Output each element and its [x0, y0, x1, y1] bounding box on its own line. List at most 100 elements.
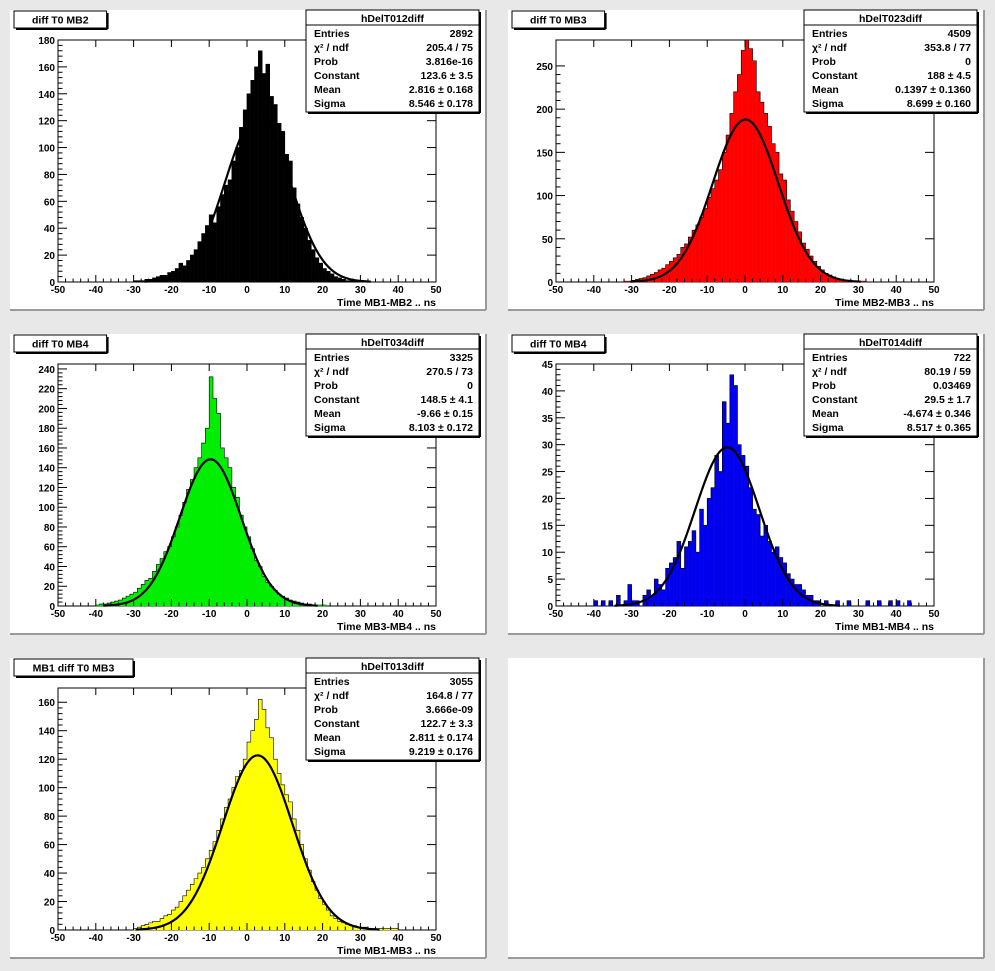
y-tick-label: 60 — [44, 841, 56, 852]
x-tick-label: 50 — [430, 609, 442, 620]
stats-value: 0 — [965, 56, 971, 68]
x-tick-label: 40 — [393, 285, 405, 296]
histogram-bin — [318, 898, 323, 931]
histogram-bin — [729, 113, 734, 283]
histogram-bin — [877, 600, 882, 607]
pad-title-text: diff T0 MB2 — [32, 15, 89, 27]
stats-box-frame — [803, 9, 978, 113]
stats-value: 123.6 ± 3.5 — [421, 70, 474, 82]
histogram-bin — [330, 273, 335, 283]
x-tick-label: -20 — [164, 285, 179, 296]
x-tick-label: -30 — [624, 609, 639, 620]
histogram-bin — [227, 179, 233, 283]
gaussian-fit-curve — [144, 114, 371, 283]
histogram-bin — [703, 208, 708, 283]
stats-value: -4.674 ± 0.346 — [903, 408, 971, 420]
stats-label: Prob — [314, 704, 338, 716]
histogram-bin — [744, 39, 749, 283]
x-tick-label: -10 — [202, 933, 217, 944]
histogram-bin — [744, 466, 749, 607]
histogram-bin — [748, 487, 753, 607]
x-tick-label: -10 — [202, 609, 217, 620]
histogram-outline — [623, 39, 866, 282]
histogram-bin — [888, 600, 893, 607]
y-tick-label: 5 — [547, 575, 553, 586]
y-tick-label: 140 — [38, 727, 55, 738]
histogram-bin — [661, 589, 666, 607]
stats-box-title: hDelT013diff — [361, 661, 425, 673]
stats-box: hDelT013diff Entries 3055 χ² / ndf 164.8 / 7… — [305, 657, 481, 762]
histogram-bin — [707, 197, 712, 283]
y-tick-label: 80 — [44, 523, 56, 534]
stats-value: 122.7 ± 3.3 — [421, 718, 474, 730]
x-axis-label: Time MB1-MB3 .. ns — [337, 945, 436, 957]
y-tick-label: 120 — [38, 483, 55, 494]
histogram-bin — [733, 385, 738, 607]
histogram-bin — [235, 776, 240, 931]
histogram-bin — [318, 263, 323, 283]
x-tick-label: 30 — [355, 609, 367, 620]
stats-label: Mean — [314, 408, 341, 420]
histogram-bin — [759, 102, 765, 283]
histogram-bin — [710, 188, 715, 283]
histogram-bin — [258, 566, 263, 607]
stats-box-frame — [305, 657, 480, 761]
histogram-bin — [175, 526, 180, 607]
pad-title-text: diff T0 MB4 — [32, 339, 89, 351]
histogram-bin — [691, 530, 697, 607]
histogram-bin — [311, 881, 316, 931]
y-tick-label: 20 — [44, 251, 56, 262]
y-tick-label: 180 — [38, 424, 55, 435]
histogram-bin — [767, 541, 772, 607]
x-tick-label: 0 — [742, 609, 748, 620]
histogram-bin — [227, 798, 233, 931]
x-tick-label: -20 — [164, 933, 179, 944]
x-tick-label: 40 — [891, 285, 903, 296]
x-tick-label: -50 — [51, 933, 66, 944]
stats-label: Entries — [314, 676, 350, 688]
y-tick-label: 60 — [44, 197, 56, 208]
histogram-bin — [722, 401, 727, 607]
histogram-bin — [239, 127, 244, 283]
y-tick-label: 40 — [542, 387, 554, 398]
histogram-bin — [299, 217, 304, 283]
stats-box-frame — [305, 9, 480, 113]
histogram-bin — [216, 413, 221, 607]
x-tick-label: 50 — [928, 285, 940, 296]
histogram-bin — [216, 206, 221, 283]
histogram-bin — [273, 104, 278, 283]
histogram-bin — [767, 126, 772, 283]
x-tick-label: 10 — [777, 285, 789, 296]
histogram-bin — [601, 600, 606, 607]
y-tick-label: 120 — [38, 117, 55, 128]
histogram-bin — [748, 48, 753, 283]
stats-box-title: hDelT023diff — [859, 13, 923, 25]
histogram-bin — [243, 109, 248, 283]
x-tick-label: 30 — [355, 285, 367, 296]
stats-label: Sigma — [812, 422, 844, 434]
stats-value: 8.103 ± 0.172 — [409, 422, 473, 434]
stats-value: 0 — [467, 380, 473, 392]
histogram-bin — [178, 514, 183, 607]
histogram-bin — [250, 548, 255, 607]
stats-box: hDelT014diff Entries 722 χ² / ndf 80.19 / 59… — [803, 333, 979, 438]
histogram-bin — [722, 152, 727, 283]
y-tick-label: 250 — [536, 62, 553, 73]
histogram-bin — [688, 541, 693, 607]
stats-value: 205.4 / 75 — [426, 42, 473, 54]
histogram-bin — [311, 249, 316, 283]
x-tick-label: 20 — [815, 609, 827, 620]
stats-value: 9.219 ± 0.176 — [409, 746, 473, 758]
histogram-bin — [737, 74, 742, 283]
histogram-bin — [333, 918, 338, 931]
y-tick-label: 40 — [44, 869, 56, 880]
histogram-bin — [865, 600, 870, 607]
histogram-bin — [771, 552, 776, 607]
y-tick-label: 160 — [38, 444, 55, 455]
histogram-bin — [186, 489, 191, 607]
x-tick-label: -40 — [89, 609, 104, 620]
y-tick-label: 160 — [38, 63, 55, 74]
y-tick-label: 40 — [44, 562, 56, 573]
histogram-bin — [752, 60, 757, 283]
